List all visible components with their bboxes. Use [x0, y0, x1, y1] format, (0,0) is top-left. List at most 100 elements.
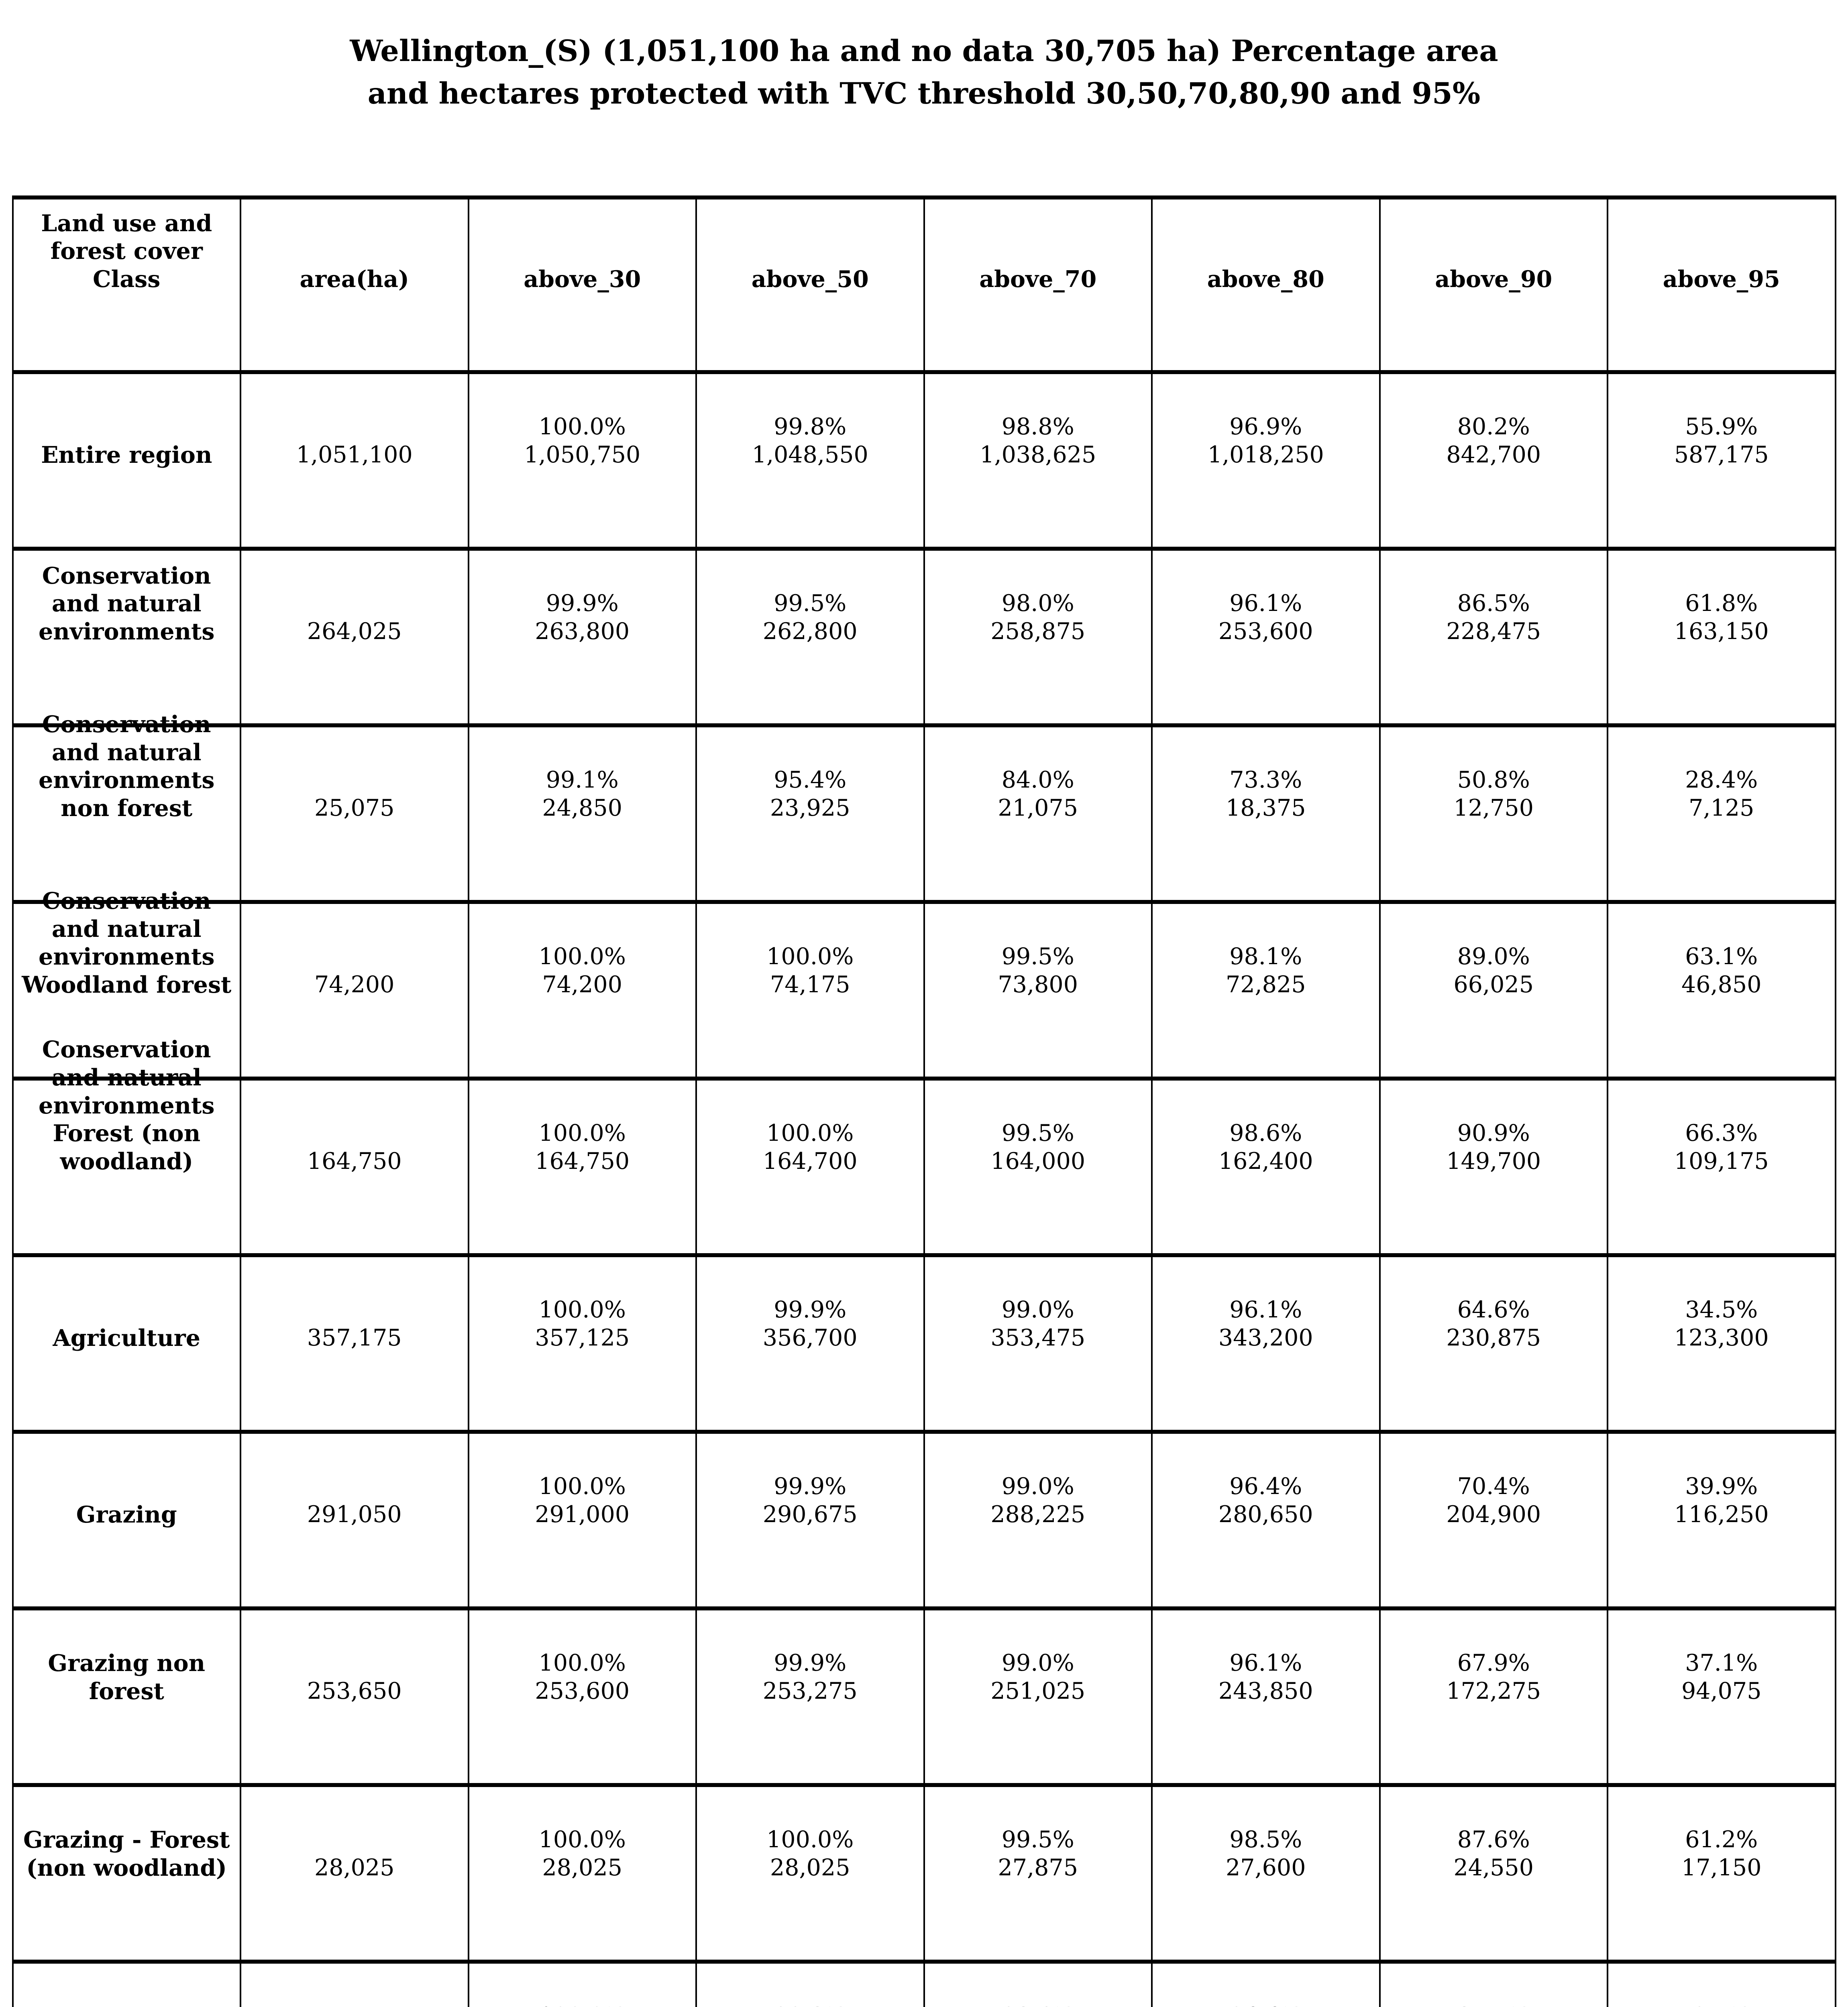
threshold-cell: 99.0% 251,025: [923, 1606, 1153, 1787]
area-ha-value: 291,050: [307, 1501, 402, 1528]
threshold-cell-values: 80.2% 842,700: [1384, 413, 1604, 469]
percent-protected-value: 98.8%: [1001, 413, 1074, 440]
threshold-cell-values: 86.5% 228,475: [1384, 590, 1604, 645]
threshold-cell-values: 100.0% 1,050,750: [473, 413, 693, 469]
threshold-cell-values: 99.9% 290,675: [700, 1473, 920, 1529]
threshold-cell: 80.2% 842,700: [1379, 370, 1608, 551]
threshold-cell: 64.6% 230,875: [1379, 1253, 1608, 1434]
area-ha-cell: 264,025: [240, 546, 469, 727]
hectares-protected-value: 28,025: [542, 1854, 622, 1881]
land-use-class-label: Grazing non forest: [48, 1650, 206, 1705]
percent-protected-value: 99.0%: [1001, 1297, 1074, 1323]
header-above-50-label: above_50: [751, 265, 869, 293]
threshold-cell: 100.0% 357,125: [467, 1253, 697, 1434]
threshold-cell: 96.9% 1,018,250: [1151, 370, 1381, 551]
area-ha-cell: 25,075: [240, 723, 469, 904]
threshold-cell: 89.0% 66,025: [1379, 900, 1608, 1081]
land-use-class-cell: Irrigation: [12, 1959, 241, 2007]
hectares-protected-value: 1,038,625: [980, 441, 1096, 468]
threshold-cell-values: 9.5%5,775: [1612, 2003, 1832, 2007]
percent-protected-value: 96.9%: [1229, 413, 1302, 440]
hectares-protected-value: 263,800: [535, 618, 630, 645]
threshold-cell-values: 39.9% 116,250: [1612, 1473, 1832, 1529]
header-above-50: above_50: [695, 195, 925, 374]
table-header-row: Land use and forest cover Class area(ha)…: [12, 195, 1836, 374]
threshold-cell: 67.9% 172,275: [1379, 1606, 1608, 1787]
threshold-cell-values: 100.0% 253,600: [473, 1649, 693, 1705]
hectares-protected-value: 356,700: [762, 1324, 858, 1351]
percent-protected-value: 100.0%: [766, 1120, 854, 1147]
threshold-cell-values: 100.0% 164,700: [700, 1120, 920, 1175]
threshold-cell: 98.6% 162,400: [1151, 1076, 1381, 1257]
area-ha-cell: 253,650: [240, 1606, 469, 1787]
table-row: Irrigation60,950100.0%60,95099.8%60,8509…: [12, 1959, 1836, 2007]
hectares-protected-value: 228,475: [1446, 618, 1541, 645]
land-use-class-cell: Agriculture: [12, 1253, 241, 1434]
hectares-protected-value: 74,200: [542, 971, 622, 998]
threshold-cell-values: 98.5% 27,600: [1156, 1826, 1376, 1882]
threshold-cell: 66.3% 109,175: [1607, 1076, 1836, 1257]
header-above-30-label: above_30: [524, 265, 641, 293]
threshold-cell: 99.5% 73,800: [923, 900, 1153, 1081]
hectares-protected-value: 17,150: [1681, 1854, 1762, 1881]
threshold-cell-values: 100.0% 28,025: [473, 1826, 693, 1882]
table-row: Conservation and natural environments Fo…: [12, 1036, 1836, 1257]
area-ha-cell: 164,750: [240, 1076, 469, 1257]
threshold-cell-values: 94.4%57,525: [1156, 2003, 1376, 2007]
table-row: Grazing - Forest (non woodland) 28,025 100…: [12, 1783, 1836, 1964]
threshold-cell: 63.1% 46,850: [1607, 900, 1836, 1081]
threshold-cell-values: 98.6% 162,400: [1156, 1120, 1376, 1175]
threshold-cell: 94.4%57,525: [1151, 1959, 1381, 2007]
threshold-cell-values: 64.6% 230,875: [1384, 1296, 1604, 1352]
percent-protected-value: 100.0%: [766, 943, 854, 970]
header-above-80-label: above_80: [1207, 265, 1324, 293]
header-land-use-class: Land use and forest cover Class: [12, 195, 241, 374]
threshold-cell-values: 99.5% 164,000: [928, 1120, 1148, 1175]
table-row: Entire region 1,051,100 100.0% 1,050,750 99.…: [12, 370, 1836, 551]
percent-protected-value: 100.0%: [538, 1473, 626, 1500]
page-title: Wellington_(S) (1,051,100 ha and no data…: [0, 20, 1848, 115]
hectares-protected-value: 172,275: [1446, 1677, 1541, 1704]
header-above-80: above_80: [1151, 195, 1381, 374]
hectares-protected-value: 288,225: [990, 1501, 1086, 1528]
threshold-cell: 100.0%60,950: [467, 1959, 697, 2007]
threshold-cell: 96.1% 253,600: [1151, 546, 1381, 727]
threshold-cell-values: 100.0% 28,025: [700, 1826, 920, 1882]
threshold-cell-values: 100.0% 291,000: [473, 1473, 693, 1529]
threshold-cell: 99.9% 263,800: [467, 546, 697, 727]
threshold-cell: 73.3% 18,375: [1151, 723, 1381, 904]
land-use-class-label: Grazing: [76, 1501, 177, 1528]
table-body: Entire region 1,051,100 100.0% 1,050,750 99.…: [12, 370, 1836, 2007]
hectares-protected-value: 12,750: [1453, 794, 1534, 821]
threshold-cell-values: 50.8% 12,750: [1384, 766, 1604, 822]
threshold-cell: 98.6%60,125: [923, 1959, 1153, 2007]
header-area-ha: area(ha): [240, 195, 469, 374]
threshold-cell-values: 96.1% 343,200: [1156, 1296, 1376, 1352]
threshold-cell: 100.0% 28,025: [695, 1783, 925, 1964]
table-row: Conservation and natural environments Wo…: [12, 887, 1836, 1081]
percent-protected-value: 100.0%: [538, 1650, 626, 1677]
threshold-cell: 100.0% 164,700: [695, 1076, 925, 1257]
hectares-protected-value: 46,850: [1681, 971, 1762, 998]
area-ha-cell: 1,051,100: [240, 370, 469, 551]
threshold-cell: 99.9% 290,675: [695, 1429, 925, 1610]
area-ha-value: 74,200: [314, 971, 395, 998]
percent-protected-value: 28.4%: [1685, 767, 1758, 794]
threshold-cell-values: 98.0% 258,875: [928, 590, 1148, 645]
percent-protected-value: 95.4%: [774, 767, 847, 794]
threshold-cell-values: 100.0% 357,125: [473, 1296, 693, 1352]
percent-protected-value: 99.5%: [1001, 1826, 1074, 1853]
threshold-cell-values: 99.0% 251,025: [928, 1649, 1148, 1705]
threshold-cell: 96.1% 343,200: [1151, 1253, 1381, 1434]
percent-protected-value: 80.2%: [1457, 413, 1530, 440]
table-row: Grazing 291,050 100.0% 291,000 99.9% 290,675 9…: [12, 1429, 1836, 1610]
percent-protected-value: 37.1%: [1685, 1650, 1758, 1677]
threshold-cell-values: 99.9% 263,800: [473, 590, 693, 645]
threshold-cell: 50.8% 12,750: [1379, 723, 1608, 904]
threshold-cell: 98.0% 258,875: [923, 546, 1153, 727]
threshold-cell: 99.9% 356,700: [695, 1253, 925, 1434]
threshold-cell-values: 100.0%60,950: [473, 2003, 693, 2007]
percent-protected-value: 96.1%: [1229, 1297, 1302, 1323]
threshold-cell-values: 89.0% 66,025: [1384, 943, 1604, 999]
percent-protected-value: 99.9%: [774, 1650, 847, 1677]
